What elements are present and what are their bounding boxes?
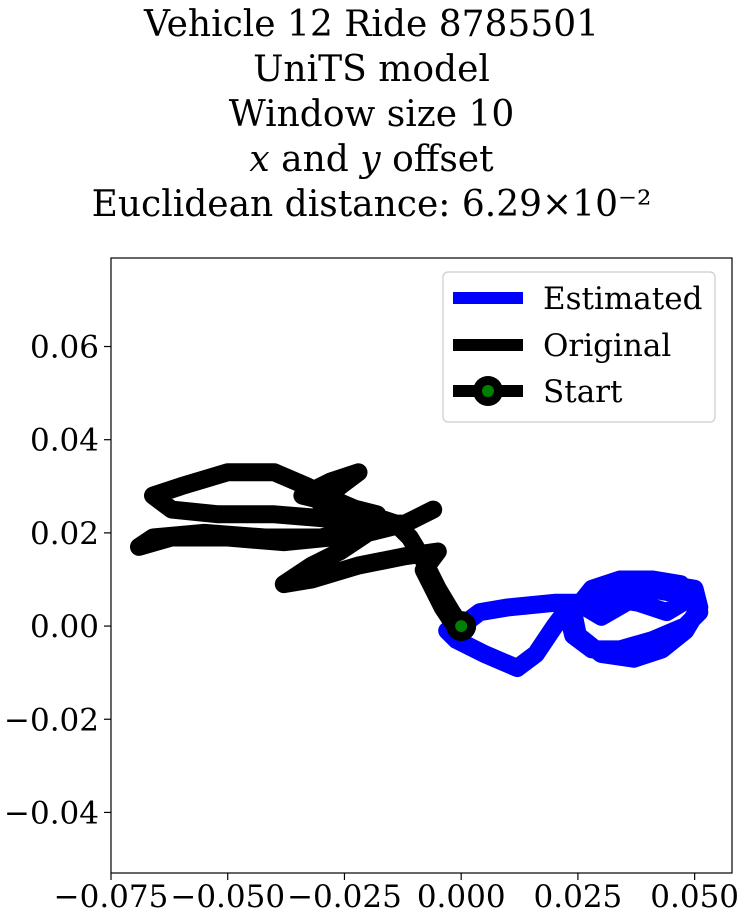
x-tick-label: −0.075 [54,879,169,915]
title-line-2: UniTS model [253,49,490,90]
legend-label-estimated: Estimated [543,281,702,317]
y-tick-label: 0.06 [30,330,99,366]
legend-box [442,271,716,423]
y-tick-label: 0.04 [30,423,99,459]
title-line-1: Vehicle 12 Ride 8785501 [143,4,600,45]
x-tick-label: 0.000 [417,879,506,915]
series-line-estimated [438,570,709,677]
series-line-original [130,463,471,636]
title-line-4: x and y offset [249,139,494,180]
y-tick-label: −0.02 [4,702,99,738]
y-tick-label: 0.02 [30,516,99,552]
start-marker-center [455,620,468,633]
legend-start-marker-center [482,385,494,397]
title-line-5: Euclidean distance: 6.29×10⁻² [91,184,652,225]
series-layer [130,463,709,677]
legend-label-original: Original [543,328,671,364]
x-axis: −0.075 −0.050 −0.025 0.000 0.025 0.050 [54,873,739,915]
y-axis: −0.04 −0.02 0.00 0.02 0.04 0.06 [4,330,111,831]
legend: Estimated Original Start [442,271,716,423]
x-tick-label: −0.025 [287,879,402,915]
y-tick-label: −0.04 [4,795,99,831]
title-line-3: Window size 10 [228,94,515,135]
x-tick-label: −0.050 [170,879,285,915]
chart-title: Vehicle 12 Ride 8785501 UniTS model Wind… [0,2,743,227]
y-tick-label: 0.00 [30,609,99,645]
x-tick-label: 0.025 [534,879,623,915]
x-tick-label: 0.050 [650,879,739,915]
legend-label-start: Start [543,374,623,410]
plot-area-frame [110,257,733,874]
